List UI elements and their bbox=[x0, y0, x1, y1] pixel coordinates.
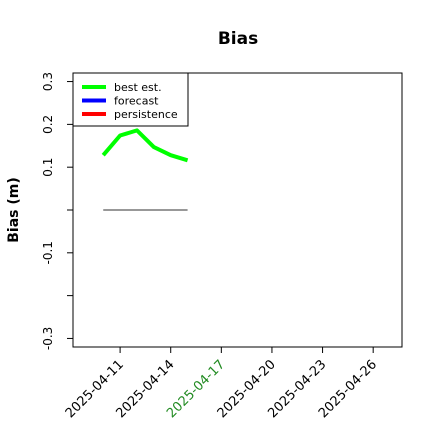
y-tick-label: 0.3 bbox=[41, 72, 55, 91]
y-tick-label: -0.3 bbox=[41, 327, 55, 350]
series-line bbox=[101, 128, 189, 163]
legend-label: forecast bbox=[114, 95, 159, 108]
legend-label: best est. bbox=[114, 81, 162, 94]
y-tick-label: 0.2 bbox=[41, 115, 55, 134]
y-tick-label: -0.1 bbox=[41, 241, 55, 264]
y-tick-label: 0.1 bbox=[41, 158, 55, 177]
legend-label: persistence bbox=[114, 108, 178, 121]
chart-title: Bias bbox=[218, 29, 258, 49]
y-axis-label: Bias (m) bbox=[6, 177, 22, 243]
